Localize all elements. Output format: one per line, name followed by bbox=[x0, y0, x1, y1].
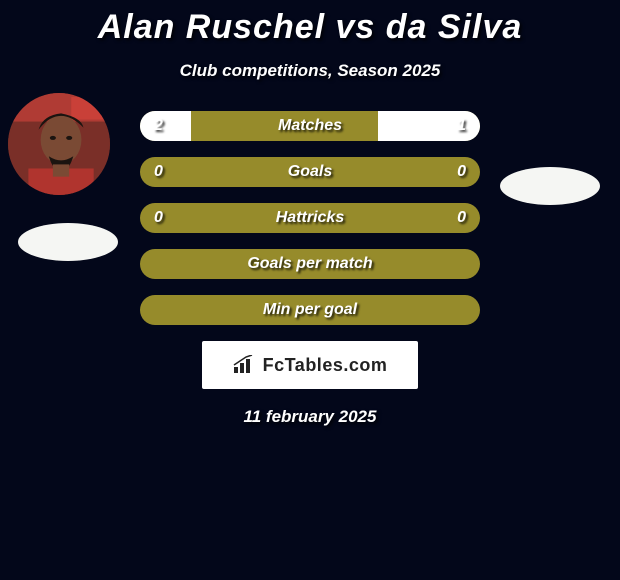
stat-row-hattricks: 0 Hattricks 0 bbox=[140, 203, 480, 233]
stat-row-goals: 0 Goals 0 bbox=[140, 157, 480, 187]
stat-row-min-per-goal: Min per goal bbox=[140, 295, 480, 325]
player-right-placeholder bbox=[500, 167, 600, 205]
comparison-content: 2 Matches 1 0 Goals 0 0 Hattricks 0 Goal… bbox=[0, 111, 620, 427]
date-text: 11 february 2025 bbox=[0, 407, 620, 427]
watermark: FcTables.com bbox=[202, 341, 418, 389]
stat-rows: 2 Matches 1 0 Goals 0 0 Hattricks 0 Goal… bbox=[140, 111, 480, 325]
stat-label: Matches bbox=[140, 111, 480, 141]
stat-label: Hattricks bbox=[140, 203, 480, 233]
page-title: Alan Ruschel vs da Silva bbox=[0, 0, 620, 47]
stat-row-matches: 2 Matches 1 bbox=[140, 111, 480, 141]
stat-val-right: 0 bbox=[457, 203, 466, 233]
bars-icon bbox=[233, 355, 257, 375]
watermark-text: FcTables.com bbox=[263, 355, 388, 376]
player-left-photo bbox=[8, 93, 110, 195]
stat-label: Min per goal bbox=[140, 295, 480, 325]
stat-label: Goals bbox=[140, 157, 480, 187]
stat-label: Goals per match bbox=[140, 249, 480, 279]
player-left-placeholder bbox=[18, 223, 118, 261]
stat-val-right: 0 bbox=[457, 157, 466, 187]
subtitle: Club competitions, Season 2025 bbox=[0, 61, 620, 81]
stat-val-right: 1 bbox=[457, 111, 466, 141]
stat-row-goals-per-match: Goals per match bbox=[140, 249, 480, 279]
